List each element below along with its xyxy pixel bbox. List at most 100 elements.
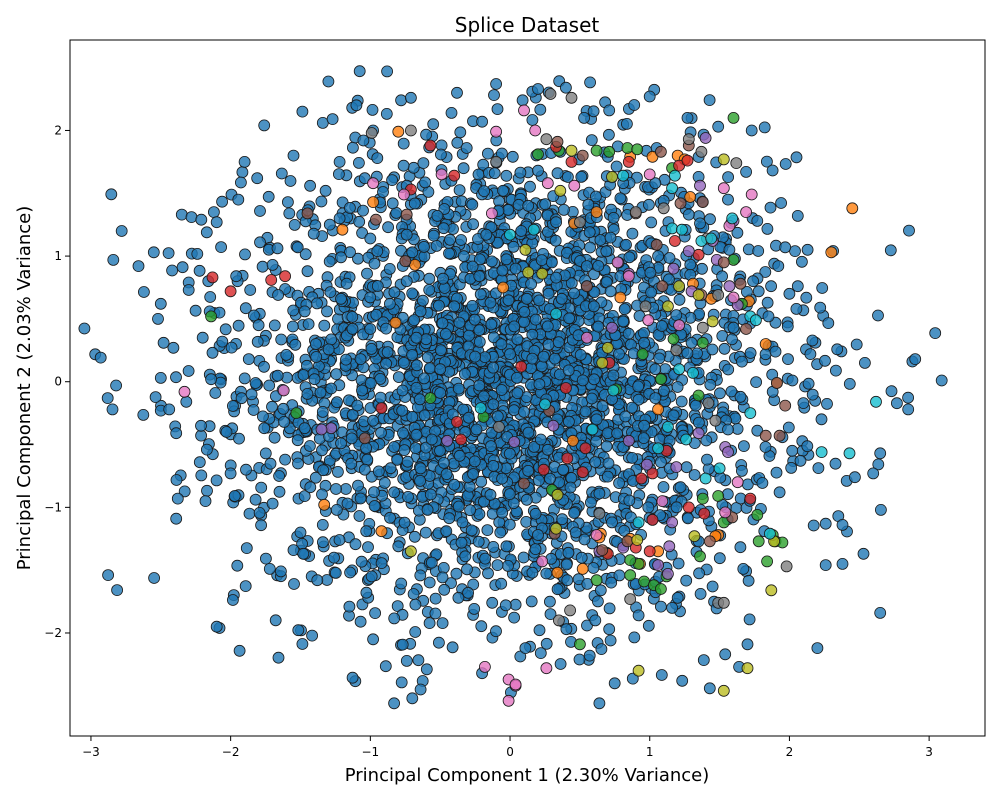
- scatter-point-series-0: [642, 619, 655, 632]
- scatter-point-series-0: [178, 485, 191, 498]
- scatter-point-series-0: [311, 297, 323, 310]
- scatter-point-series-0: [872, 458, 885, 471]
- scatter-point-series-8: [606, 170, 618, 183]
- scatter-point-series-0: [170, 427, 183, 440]
- scatter-point-series-0: [262, 190, 275, 203]
- scatter-point-series-0: [152, 312, 164, 325]
- scatter-point-series-0: [343, 600, 356, 613]
- scatter-point-series-0: [656, 320, 668, 332]
- scatter-point-series-0: [608, 677, 621, 690]
- scatter-point-series-0: [681, 112, 694, 124]
- scatter-point-series-8: [632, 664, 645, 677]
- scatter-point-series-0: [281, 196, 294, 209]
- scatter-point-series-0: [574, 348, 587, 361]
- scatter-point-series-0: [479, 552, 492, 565]
- scatter-point-series-0: [284, 175, 297, 187]
- scatter-point-series-0: [396, 384, 409, 397]
- scatter-point-series-9: [632, 516, 645, 529]
- scatter-point-series-6: [502, 694, 515, 707]
- scatter-point-series-2: [603, 145, 616, 158]
- scatter-point-series-0: [500, 253, 513, 266]
- scatter-point-series-0: [325, 333, 338, 346]
- scatter-point-series-0: [340, 353, 352, 366]
- scatter-point-series-0: [884, 244, 897, 257]
- scatter-point-series-0: [642, 501, 655, 514]
- scatter-point-series-6: [642, 314, 655, 327]
- scatter-point-series-0: [427, 118, 440, 131]
- scatter-point-series-0: [170, 371, 182, 384]
- scatter-point-series-2: [667, 333, 680, 345]
- scatter-point-series-9: [713, 462, 726, 475]
- scatter-point-series-0: [421, 503, 434, 516]
- scatter-point-series-0: [560, 558, 573, 571]
- scatter-point-series-0: [603, 602, 616, 615]
- scatter-point-series-0: [731, 226, 744, 239]
- scatter-point-series-0: [524, 180, 536, 193]
- scatter-point-series-0: [331, 465, 344, 478]
- scatter-point-series-5: [576, 149, 589, 162]
- scatter-point-series-0: [330, 368, 343, 381]
- scatter-point-series-0: [369, 607, 382, 619]
- scatter-point-series-0: [600, 440, 613, 453]
- scatter-point-series-0: [807, 519, 820, 532]
- scatter-point-series-0: [420, 333, 433, 346]
- scatter-point-series-0: [381, 346, 394, 359]
- scatter-point-series-0: [611, 427, 623, 440]
- scatter-point-series-0: [575, 170, 588, 183]
- scatter-point-series-3: [451, 415, 463, 428]
- scatter-point-series-0: [355, 555, 368, 568]
- scatter-point-series-0: [391, 453, 404, 466]
- scatter-point-series-0: [622, 327, 635, 340]
- scatter-point-series-0: [410, 428, 423, 441]
- x-tick-label: 0: [506, 745, 514, 759]
- scatter-point-series-0: [182, 284, 195, 296]
- scatter-point-series-0: [607, 369, 620, 382]
- scatter-point-series-5: [656, 280, 669, 293]
- scatter-point-series-0: [106, 403, 119, 416]
- scatter-point-series-0: [412, 654, 425, 667]
- scatter-point-series-0: [292, 457, 304, 470]
- scatter-point-series-0: [231, 559, 244, 572]
- scatter-point-series-6: [673, 319, 685, 332]
- x-tick-label: −3: [82, 745, 100, 759]
- scatter-point-series-0: [874, 447, 887, 460]
- scatter-point-series-0: [520, 292, 533, 305]
- scatter-point-series-0: [304, 179, 317, 192]
- scatter-point-series-0: [288, 218, 301, 231]
- scatter-point-series-0: [452, 591, 465, 604]
- scatter-point-series-0: [277, 402, 290, 415]
- scatter-point-series-7: [709, 414, 722, 427]
- scatter-point-series-0: [380, 357, 393, 370]
- scatter-point-series-0: [528, 440, 540, 453]
- scatter-point-series-4: [699, 132, 712, 144]
- scatter-point-series-0: [696, 262, 708, 275]
- scatter-point-series-0: [292, 624, 305, 637]
- scatter-point-series-0: [274, 565, 287, 578]
- scatter-point-series-0: [829, 457, 842, 470]
- scatter-point-series-0: [233, 644, 246, 657]
- scatter-point-series-0: [263, 379, 276, 392]
- scatter-point-series-3: [206, 271, 219, 284]
- scatter-point-series-0: [770, 466, 783, 479]
- scatter-point-series-0: [434, 387, 447, 399]
- scatter-point-series-0: [137, 286, 150, 298]
- scatter-point-series-0: [247, 404, 260, 416]
- scatter-point-series-6: [397, 188, 410, 201]
- scatter-point-series-0: [674, 481, 687, 494]
- scatter-point-series-0: [275, 333, 288, 346]
- scatter-point-series-4: [508, 436, 521, 448]
- scatter-point-series-0: [409, 598, 422, 611]
- scatter-point-series-0: [259, 447, 272, 460]
- scatter-point-series-0: [822, 317, 835, 330]
- scatter-point-series-1: [614, 291, 627, 304]
- scatter-point-series-3: [279, 270, 292, 283]
- scatter-point-series-0: [416, 294, 429, 307]
- scatter-point-series-5: [551, 135, 564, 148]
- scatter-point-series-0: [271, 242, 284, 255]
- scatter-point-series-0: [302, 318, 315, 331]
- scatter-point-series-0: [470, 423, 483, 436]
- scatter-point-series-3: [692, 248, 705, 261]
- scatter-point-series-0: [392, 540, 405, 553]
- scatter-point-series-9: [699, 472, 712, 485]
